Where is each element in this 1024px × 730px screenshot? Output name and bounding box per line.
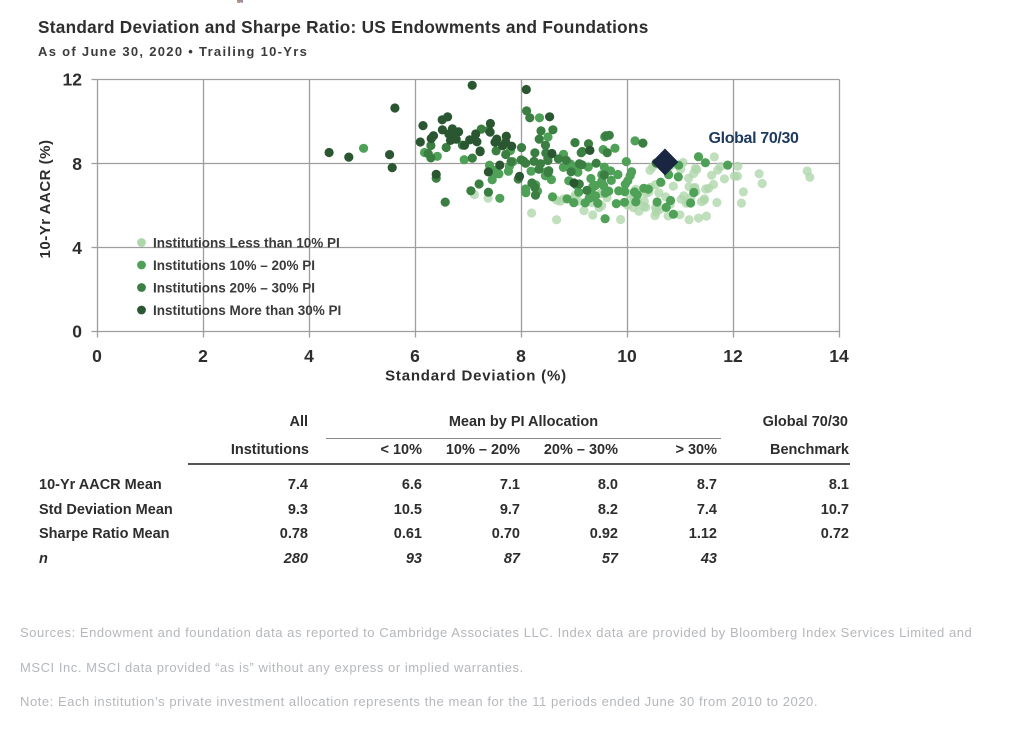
svg-text:0: 0 [92,346,102,366]
svg-text:6: 6 [410,346,420,366]
svg-text:Institutions More than 30% PI: Institutions More than 30% PI [153,303,341,318]
svg-text:10: 10 [617,346,637,366]
svg-text:Institutions Less than 10% PI: Institutions Less than 10% PI [153,236,340,251]
svg-text:Institutions 10% – 20% PI: Institutions 10% – 20% PI [153,258,315,273]
svg-text:4: 4 [304,346,314,366]
svg-text:4: 4 [72,238,82,258]
svg-text:Global 70/30: Global 70/30 [709,130,800,147]
svg-text:10-Yr AACR (%): 10-Yr AACR (%) [37,140,54,259]
svg-text:12: 12 [63,69,83,89]
svg-text:2: 2 [198,346,208,366]
svg-text:8: 8 [72,154,82,174]
svg-text:14: 14 [829,346,849,366]
svg-text:Standard Deviation (%): Standard Deviation (%) [385,368,567,385]
svg-text:0: 0 [72,322,82,342]
svg-text:12: 12 [723,346,743,366]
svg-text:Institutions 20% – 30% PI: Institutions 20% – 30% PI [153,281,315,296]
svg-text:8: 8 [516,346,526,366]
